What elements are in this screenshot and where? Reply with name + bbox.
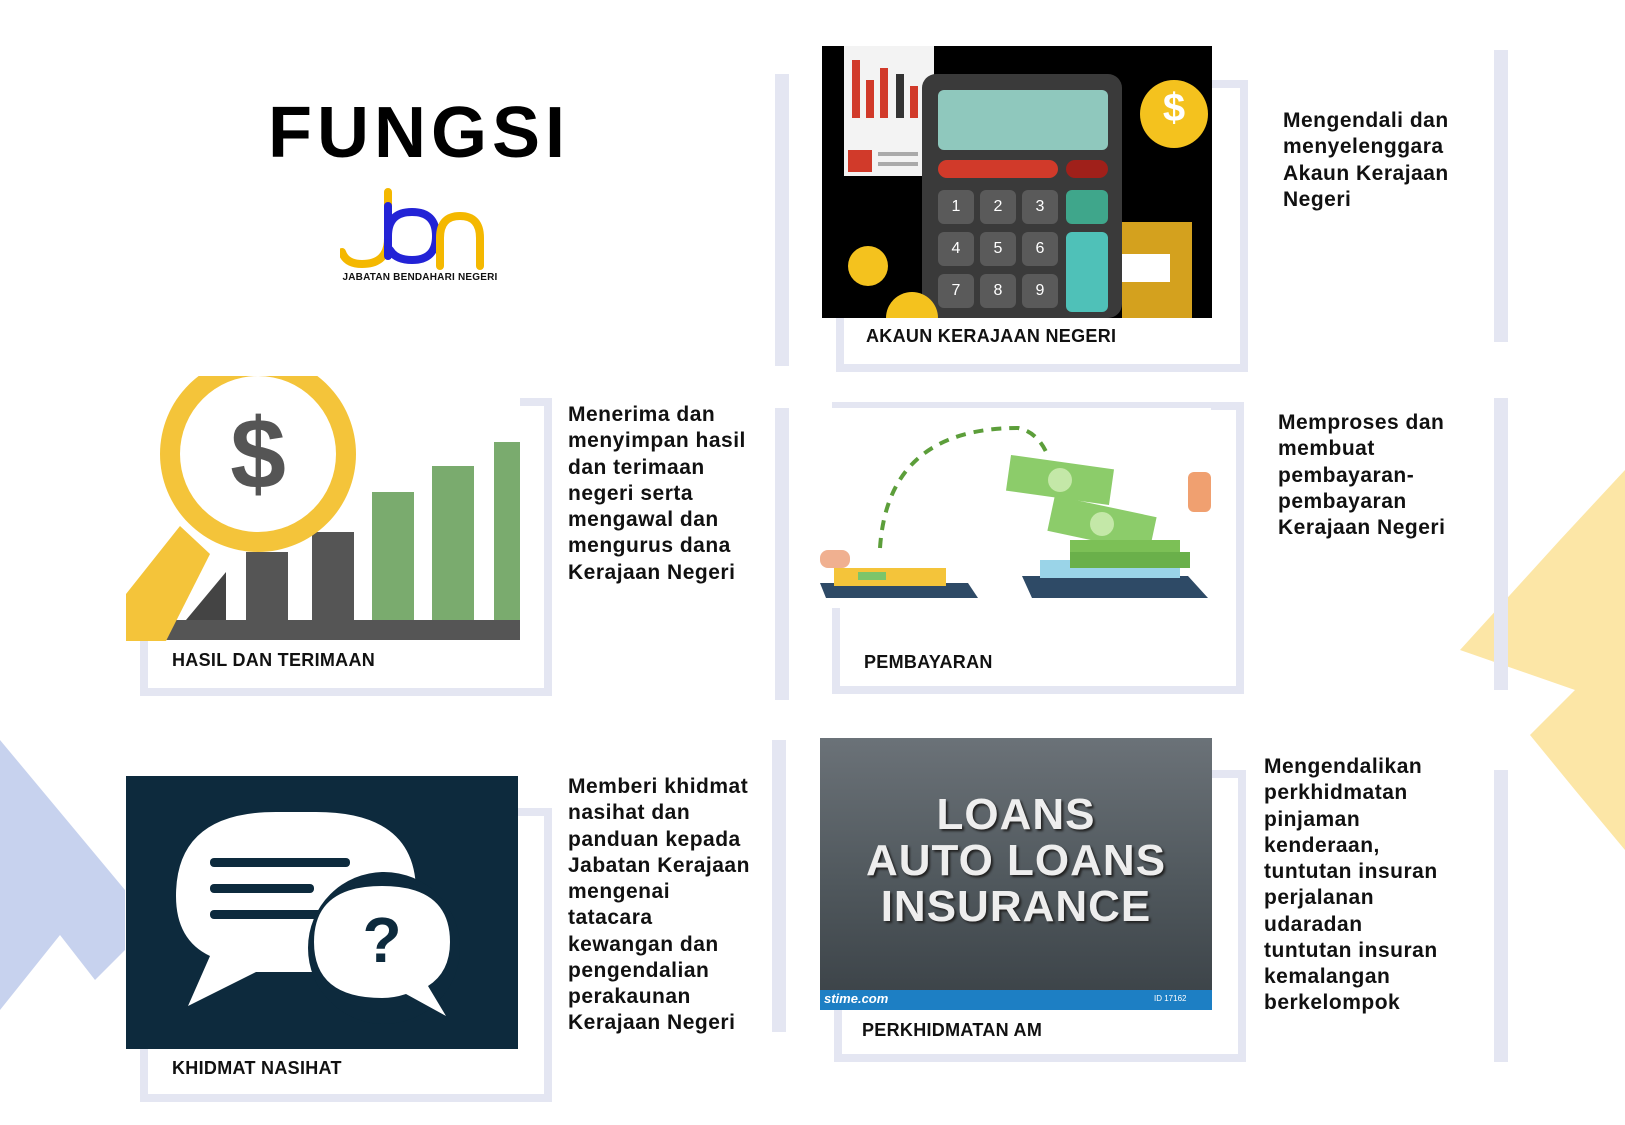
caption-perkhidmatan: PERKHIDMATAN AM (862, 1020, 1043, 1040)
watermark-id: ID 17162 (1154, 994, 1187, 1003)
divider-bar (1494, 50, 1508, 342)
divider-bar (772, 740, 786, 1032)
key-3: 3 (1035, 198, 1045, 215)
question-mark-icon: ? (362, 904, 402, 976)
key-2: 2 (993, 198, 1003, 215)
key-7: 7 (951, 282, 961, 299)
loans-banner-line-3: INSURANCE (880, 882, 1152, 931)
description-akaun: Mengendali dan menyelenggara Akaun Keraj… (1283, 109, 1449, 211)
page-title: FUNGSI (268, 93, 571, 173)
description-khidmat: Memberi khidmat nasihat dan panduan kepa… (568, 775, 750, 1035)
divider-bar (775, 74, 789, 366)
key-4: 4 (951, 240, 961, 257)
decorative-shape-right (1460, 470, 1625, 850)
calculator-keys: 1 2 3 4 5 6 7 8 9 (938, 190, 1058, 308)
caption-akaun: AKAUN KERAJAAN NEGERI (866, 326, 1117, 346)
key-9: 9 (1035, 282, 1045, 299)
description-hasil: Menerima dan menyimpan hasil dan terimaa… (568, 403, 746, 584)
jbn-logo-icon (340, 188, 484, 270)
description-perkhidmatan: Mengendalikan perkhidmatan pinjaman kend… (1264, 755, 1438, 1015)
advisory-chat-image: ? (126, 776, 518, 1049)
calculator-image: 1 2 3 4 5 6 7 8 9 $ (822, 46, 1212, 318)
divider-bar (1494, 398, 1508, 690)
decorative-shape-left (0, 740, 125, 1010)
loans-banner-line-1: LOANS (936, 790, 1096, 839)
caption-khidmat: KHIDMAT NASIHAT (172, 1058, 342, 1078)
payment-transfer-image (818, 408, 1211, 608)
loans-banner-line-2: AUTO LOANS (865, 836, 1167, 885)
key-6: 6 (1035, 240, 1045, 257)
divider-bar (775, 408, 789, 700)
dollar-sign-icon: $ (230, 398, 286, 510)
caption-pembayaran: PEMBAYARAN (864, 652, 993, 672)
key-8: 8 (993, 282, 1003, 299)
caption-hasil: HASIL DAN TERIMAAN (172, 650, 376, 670)
dollar-coin-icon: $ (1162, 86, 1186, 130)
watermark-bar (820, 990, 1212, 1010)
key-1: 1 (951, 198, 961, 215)
divider-bar (1494, 770, 1508, 1062)
loans-banner-image: LOANS AUTO LOANS INSURANCE stime.com ID … (820, 738, 1212, 1010)
logo-text: JABATAN BENDAHARI NEGERI (342, 272, 498, 283)
revenue-chart-image: $ (126, 376, 520, 641)
key-5: 5 (993, 240, 1003, 257)
description-pembayaran: Memproses dan membuat pembayaran-pembaya… (1278, 411, 1446, 539)
watermark-text: stime.com (824, 991, 889, 1006)
